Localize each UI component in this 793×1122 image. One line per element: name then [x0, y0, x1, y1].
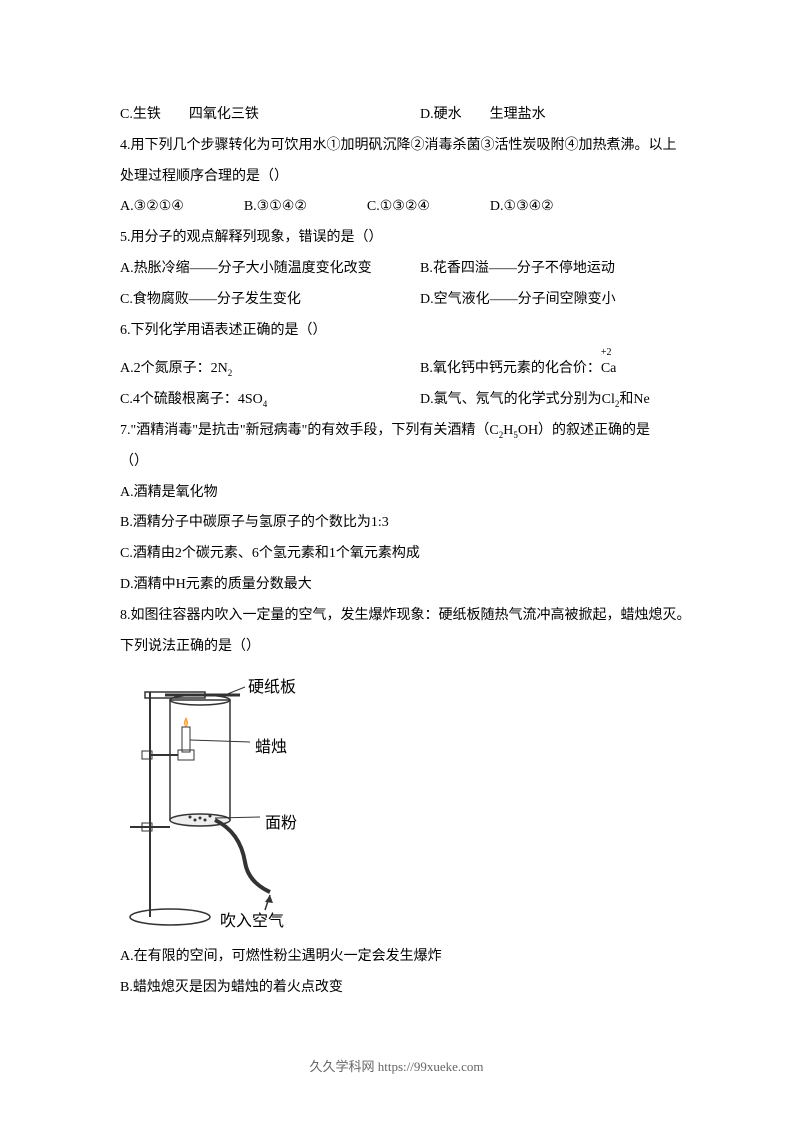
label-candle: 蜡烛 — [255, 730, 287, 765]
q5-options-cd: C.食物腐败——分子发生变化 D.空气液化——分子间空隙变小 — [120, 285, 733, 316]
q4-option-b: B.③①④② — [244, 192, 307, 223]
label-air: 吹入空气 — [220, 904, 284, 939]
q3-option-c: C.生铁 四氧化三铁 — [120, 100, 420, 131]
q3-options-cd: C.生铁 四氧化三铁 D.硬水 生理盐水 — [120, 100, 733, 131]
q6d-text: D.氯气、氖气的化学式分别为Cl — [420, 392, 615, 407]
q6-option-a: A.2个氮原子：2N2 — [120, 354, 420, 385]
label-board: 硬纸板 — [248, 670, 296, 705]
q6c-sub: 4 — [263, 399, 268, 409]
q6-option-c: C.4个硫酸根离子：4SO4 — [120, 385, 420, 416]
q6d-suffix: 和Ne — [619, 392, 649, 407]
q5-option-d: D.空气液化——分子间空隙变小 — [420, 285, 733, 316]
q5-option-b: B.花香四溢——分子不停地运动 — [420, 254, 733, 285]
q6-options-ab: A.2个氮原子：2N2 B.氧化钙中钙元素的化合价：+2Ca — [120, 354, 733, 385]
q7-stem-prefix: 7."酒精消毒"是抗击"新冠病毒"的有效手段，下列有关酒精（C — [120, 423, 499, 438]
q5-options-ab: A.热胀冷缩——分子大小随温度变化改变 B.花香四溢——分子不停地运动 — [120, 254, 733, 285]
q4-options: A.③②①④ B.③①④② C.①③②④ D.①③④② — [120, 192, 733, 223]
q6b-text: B.氧化钙中钙元素的化合价： — [420, 361, 601, 376]
q7-option-b: B.酒精分子中碳原子与氢原子的个数比为1:3 — [120, 508, 733, 539]
q4-stem-line2: 处理过程顺序合理的是（） — [120, 162, 733, 193]
q7-option-c: C.酒精由2个碳元素、6个氢元素和1个氧元素构成 — [120, 539, 733, 570]
q7-option-a: A.酒精是氧化物 — [120, 478, 733, 509]
q6b-formula: +2Ca — [601, 354, 617, 385]
q6-options-cd: C.4个硫酸根离子：4SO4 D.氯气、氖气的化学式分别为Cl2和Ne — [120, 385, 733, 416]
q6a-sub: 2 — [228, 368, 233, 378]
q6a-text: A.2个氮原子：2N — [120, 361, 228, 376]
q7-suffix: OH）的叙述正确的是 — [518, 423, 650, 438]
q5-stem: 5.用分子的观点解释列现象，错误的是（） — [120, 223, 733, 254]
q6b-charge: +2 — [601, 342, 612, 364]
apparatus-svg — [120, 672, 340, 932]
label-flour: 面粉 — [265, 806, 297, 841]
q8-option-b: B.蜡烛熄灭是因为蜡烛的着火点改变 — [120, 973, 733, 1004]
q6-option-d: D.氯气、氖气的化学式分别为Cl2和Ne — [420, 385, 733, 416]
document-content: C.生铁 四氧化三铁 D.硬水 生理盐水 4.用下列几个步骤转化为可饮用水①加明… — [120, 100, 733, 1004]
q5-option-c: C.食物腐败——分子发生变化 — [120, 285, 420, 316]
page-footer: 久久学科网 https://99xueke.com — [0, 1053, 793, 1082]
q4-option-c: C.①③②④ — [367, 192, 430, 223]
q7-option-d: D.酒精中H元素的质量分数最大 — [120, 570, 733, 601]
q7-stem-line1: 7."酒精消毒"是抗击"新冠病毒"的有效手段，下列有关酒精（C2H5OH）的叙述… — [120, 416, 733, 447]
q8-stem-line2: 下列说法正确的是（） — [120, 632, 733, 663]
q6-stem: 6.下列化学用语表述正确的是（） — [120, 316, 733, 347]
q6c-text: C.4个硫酸根离子：4SO — [120, 392, 263, 407]
q8-diagram: 硬纸板 蜡烛 面粉 吹入空气 — [120, 672, 340, 932]
q4-option-a: A.③②①④ — [120, 192, 184, 223]
q8-stem-line1: 8.如图往容器内吹入一定量的空气，发生爆炸现象：硬纸板随热气流冲高被掀起，蜡烛熄… — [120, 601, 733, 632]
q7-stem-line2: （） — [120, 447, 733, 478]
q6-option-b: B.氧化钙中钙元素的化合价：+2Ca — [420, 354, 733, 385]
q8-option-a: A.在有限的空间，可燃性粉尘遇明火一定会发生爆炸 — [120, 942, 733, 973]
q7-mid: H — [503, 423, 513, 438]
q3-option-d: D.硬水 生理盐水 — [420, 100, 733, 131]
q4-stem-line1: 4.用下列几个步骤转化为可饮用水①加明矾沉降②消毒杀菌③活性炭吸附④加热煮沸。以… — [120, 131, 733, 162]
q4-option-d: D.①③④② — [490, 192, 554, 223]
q5-option-a: A.热胀冷缩——分子大小随温度变化改变 — [120, 254, 420, 285]
